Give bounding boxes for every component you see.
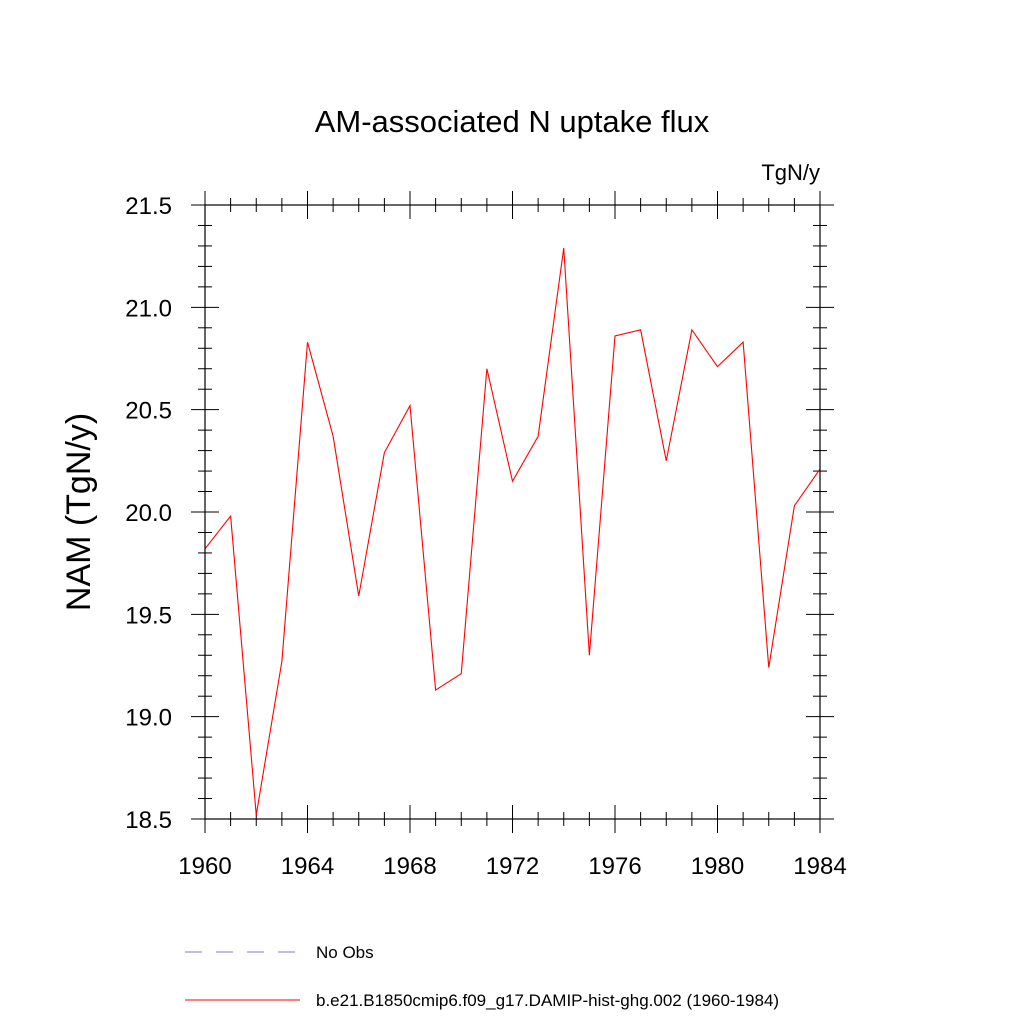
data-series [204, 247, 821, 816]
y-tick-label: 20.0 [125, 500, 172, 527]
y-tick-label: 21.0 [125, 295, 172, 322]
legend: No Obs b.e21.B1850cmip6.f09_g17.DAMIP-his… [185, 943, 779, 1010]
y-axis-label: NAM (TgN/y) [60, 413, 98, 611]
series-line [204, 247, 821, 816]
y-tick-label: 20.5 [125, 398, 172, 425]
y-tick-label: 21.5 [125, 193, 172, 220]
legend-label: No Obs [316, 943, 374, 962]
plot-frame [204, 204, 821, 820]
x-tick-label: 1964 [281, 853, 334, 880]
chart-title: AM-associated N uptake flux [315, 104, 710, 139]
units-label: TgN/y [761, 160, 820, 185]
x-tick-label: 1972 [486, 853, 539, 880]
x-tick-label: 1984 [793, 853, 846, 880]
x-tick-label: 1976 [588, 853, 641, 880]
tick-labels: 1960 1964 1968 1972 1976 1980 1984 18.5 19.0 19.5… [125, 193, 846, 880]
legend-label: b.e21.B1850cmip6.f09_g17.DAMIP-hist-ghg.… [316, 991, 779, 1010]
x-tick-label: 1960 [178, 853, 231, 880]
x-tick-label: 1968 [383, 853, 436, 880]
y-tick-label: 18.5 [125, 807, 172, 834]
y-tick-label: 19.5 [125, 602, 172, 629]
x-tick-label: 1980 [691, 853, 744, 880]
axis-ticks [191, 191, 834, 833]
y-tick-label: 19.0 [125, 705, 172, 732]
